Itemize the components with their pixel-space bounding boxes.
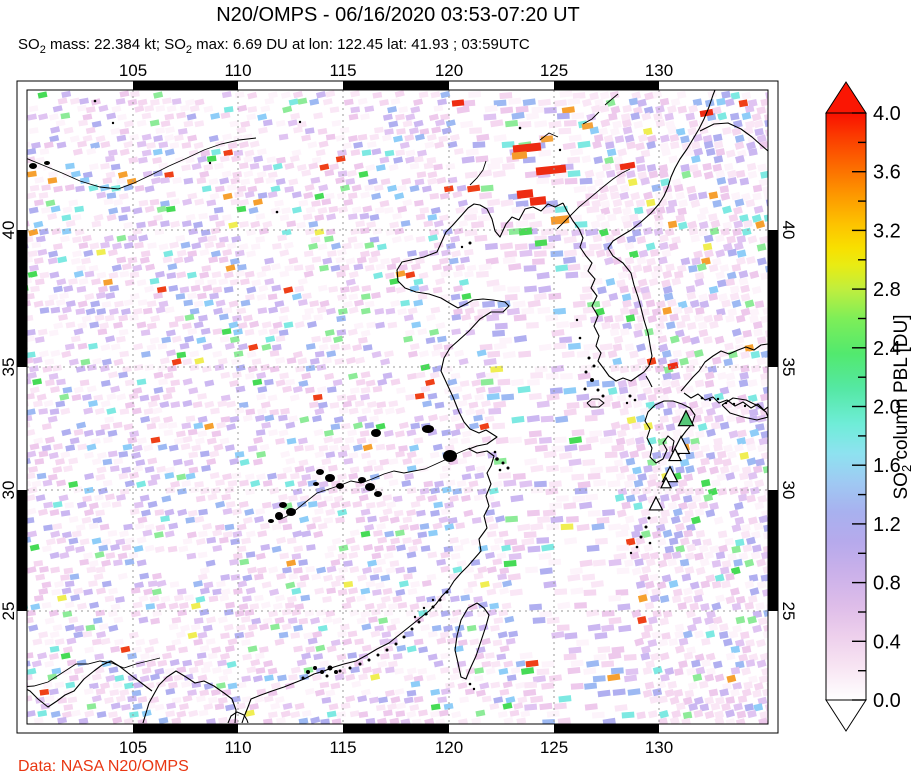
lat-tick-label: 25	[0, 602, 18, 621]
colorbar-axis-label: SO2 column PBL [DU]	[891, 315, 914, 500]
colorbar-tick-label: 4.0	[873, 103, 901, 125]
lon-tick-label: 115	[329, 61, 356, 80]
so2-hotspot-pixel	[511, 151, 528, 160]
so2-hotspot-pixel	[667, 362, 679, 370]
lon-tick-label: 130	[645, 61, 673, 80]
axis-labels: 105 105 110 110 115 115 120 120 125 125 130 130 40 40…	[0, 61, 798, 757]
colorbar-tick-label: 0.4	[873, 631, 901, 653]
lon-tick-label: 110	[224, 738, 251, 757]
lon-tick-label: 130	[645, 738, 673, 757]
lon-tick-label: 115	[329, 738, 356, 757]
so2-hotspot-pixel	[518, 227, 533, 236]
colorbar-tick-label: 2.8	[873, 279, 901, 301]
colorbar-tick-label: 3.6	[873, 162, 901, 184]
subtitle-text: mass: 22.384 kt; SO	[45, 36, 186, 53]
colorbar-tick-label: 3.2	[873, 220, 901, 242]
lat-tick-label: 25	[779, 602, 798, 621]
so2-hotspot-pixel	[540, 135, 554, 143]
colorbar-tick-label: 0.0	[873, 690, 901, 712]
lon-tick-label: 125	[540, 738, 568, 757]
colorbar-top-arrow	[825, 81, 867, 114]
colorbar-tick-label: 1.2	[873, 514, 901, 536]
so2-hotspot-pixel	[581, 122, 594, 130]
volcano-triangle-icon	[677, 409, 695, 427]
lon-tick-label: 110	[224, 61, 251, 80]
lon-tick-label: 120	[435, 738, 463, 757]
data-credit: Data: NASA N20/OMPS	[18, 758, 189, 775]
subtitle-text: SO	[18, 36, 40, 53]
volcano-markers	[648, 409, 695, 511]
subtitle-subscript: 2	[185, 44, 192, 56]
so2-hotspot-pixel	[529, 196, 547, 206]
volcano-triangle-icon	[648, 495, 664, 511]
so2-hotspot-pixel	[512, 142, 542, 154]
graticule	[27, 90, 768, 724]
colorbar-bottom-arrow	[825, 699, 867, 732]
volcano-triangle-icon	[668, 447, 682, 462]
rivers	[27, 93, 631, 687]
colorbar: 4.0 3.6 3.2 2.8 2.4 2.0 1.6 1.2 0.8 0.4 0.0 SO2 col…	[825, 81, 914, 732]
colorbar-tick-label: 2.0	[873, 397, 901, 419]
islands	[93, 99, 747, 691]
so2-hotspot-pixel	[535, 164, 567, 176]
map-frame	[16, 80, 779, 734]
so2-hotspot-pixel	[534, 239, 548, 247]
subtitle-subscript: 2	[39, 44, 46, 56]
lon-tick-label: 125	[540, 61, 568, 80]
lat-tick-label: 40	[0, 221, 18, 240]
colorbar-tick-label: 0.8	[873, 573, 901, 595]
so2-hotspot-pixel	[550, 215, 570, 225]
lon-tick-label: 105	[119, 61, 147, 80]
lat-tick-label: 30	[779, 481, 798, 500]
so2-hotspot-pixel	[451, 99, 465, 107]
volcano-triangle-icon	[660, 476, 672, 489]
lat-tick-label: 35	[779, 358, 798, 377]
subtitle-text: max: 6.69 DU at lon: 122.45 lat: 41.93 ;…	[192, 36, 530, 53]
coastlines	[27, 90, 768, 724]
figure-subtitle: SO2 mass: 22.384 kt; SO2 max: 6.69 DU at…	[18, 36, 530, 56]
colorbar-tick-label: 1.6	[873, 455, 901, 477]
lon-tick-label: 120	[435, 61, 463, 80]
lon-tick-label: 105	[119, 738, 147, 757]
volcano-triangle-icon	[671, 435, 691, 455]
lat-tick-label: 30	[0, 481, 18, 500]
so2-hotspot-pixel	[619, 161, 636, 171]
lakes	[29, 161, 457, 523]
lat-tick-label: 40	[779, 221, 798, 240]
so2-hotspot-pixel	[516, 189, 534, 199]
colorbar-tick-label: 2.4	[873, 338, 901, 360]
figure-title: N20/OMPS - 06/16/2020 03:53-07:20 UT	[216, 4, 580, 26]
lat-tick-label: 35	[0, 358, 18, 377]
